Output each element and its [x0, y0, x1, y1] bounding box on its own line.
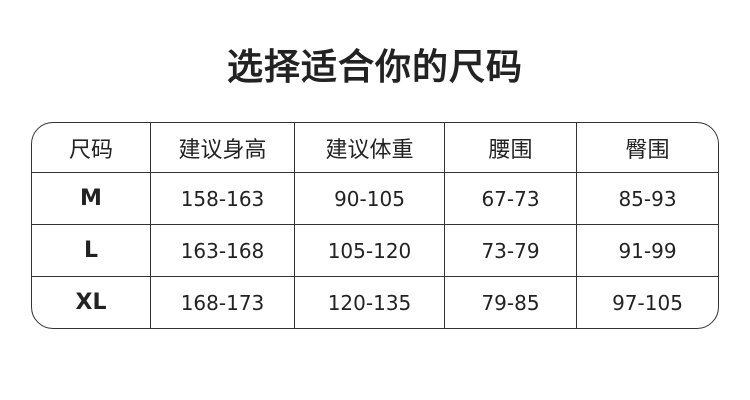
size-table: 尺码 建议身高 建议体重 腰围 臀围 M 158-163 90-105 67-7…: [31, 122, 719, 329]
table-row: L 163-168 105-120 73-79 91-99: [32, 224, 718, 276]
weight-cell: 120-135: [294, 277, 444, 328]
waist-cell: 79-85: [444, 277, 576, 328]
size-cell: L: [83, 238, 99, 263]
weight-cell: 105-120: [294, 225, 444, 276]
height-cell: 168-173: [150, 277, 294, 328]
hip-cell: 97-105: [576, 277, 718, 328]
header-hip: 臀围: [576, 123, 718, 172]
table-row: XL 168-173 120-135 79-85 97-105: [32, 276, 718, 328]
header-height: 建议身高: [150, 123, 294, 172]
table-header-row: 尺码 建议身高 建议体重 腰围 臀围: [32, 123, 718, 172]
table-row: M 158-163 90-105 67-73 85-93: [32, 172, 718, 224]
waist-cell: 67-73: [444, 173, 576, 224]
hip-cell: 85-93: [576, 173, 718, 224]
height-cell: 158-163: [150, 173, 294, 224]
page-title: 选择适合你的尺码: [226, 47, 523, 88]
waist-cell: 73-79: [444, 225, 576, 276]
header-weight: 建议体重: [294, 123, 444, 172]
weight-cell: 90-105: [294, 173, 444, 224]
header-waist: 腰围: [444, 123, 576, 172]
header-size: 尺码: [68, 137, 113, 163]
size-cell: XL: [75, 290, 107, 315]
size-cell: M: [80, 186, 102, 211]
height-cell: 163-168: [150, 225, 294, 276]
hip-cell: 91-99: [576, 225, 718, 276]
